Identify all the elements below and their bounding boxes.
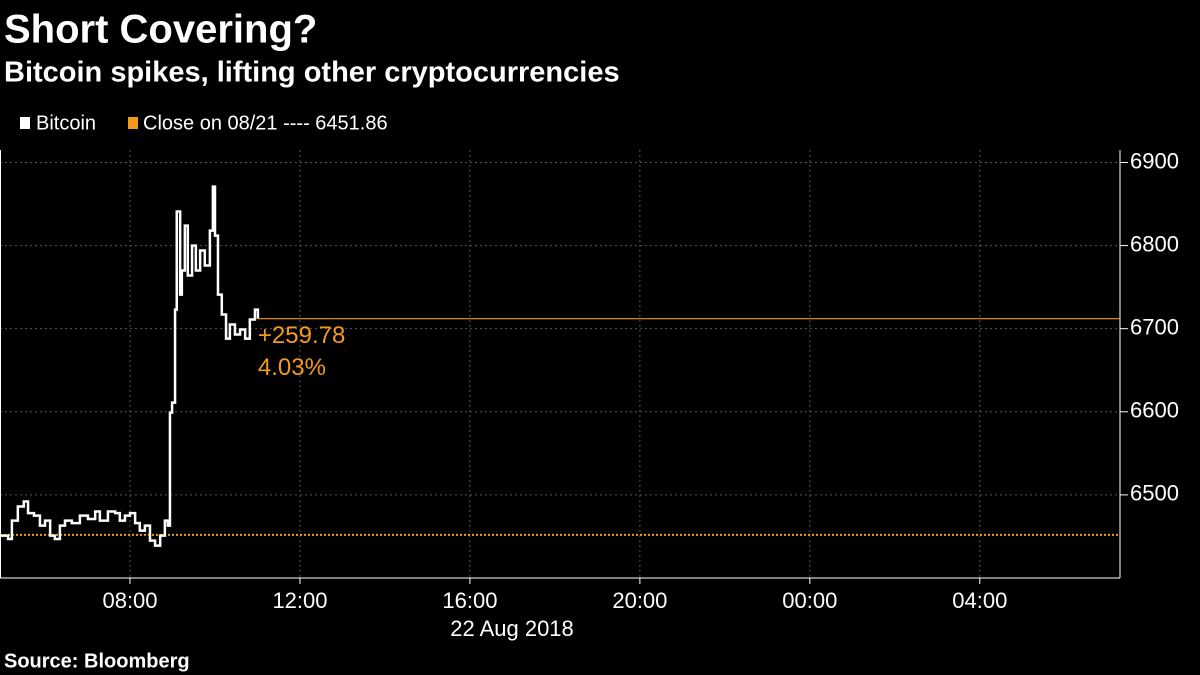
y-tick-label: 6800: [1130, 231, 1179, 256]
y-tick-label: 6500: [1130, 481, 1179, 506]
annotation: +259.78: [258, 322, 345, 349]
y-tick-label: 6900: [1130, 148, 1179, 173]
legend-label: Bitcoin: [36, 112, 96, 134]
x-tick-label: 16:00: [442, 588, 497, 613]
legend-swatch: [20, 117, 30, 129]
chart-subtitle: Bitcoin spikes, lifting other cryptocurr…: [4, 57, 620, 89]
x-tick-label: 20:00: [612, 588, 667, 613]
price-line: [0, 185, 260, 547]
y-tick-label: 6700: [1130, 314, 1179, 339]
annotation: 4.03%: [258, 354, 326, 381]
x-tick-label: 08:00: [102, 588, 157, 613]
legend-label: Close on 08/21 ---- 6451.86: [143, 112, 388, 134]
y-tick-label: 6600: [1130, 398, 1179, 423]
source: Source: Bloomberg: [4, 650, 190, 672]
x-axis-label: 22 Aug 2018: [450, 616, 574, 641]
x-tick-label: 00:00: [782, 588, 837, 613]
chart-title: Short Covering?: [4, 8, 317, 52]
legend-swatch: [128, 117, 138, 129]
x-tick-label: 04:00: [952, 588, 1007, 613]
x-tick-label: 12:00: [272, 588, 327, 613]
